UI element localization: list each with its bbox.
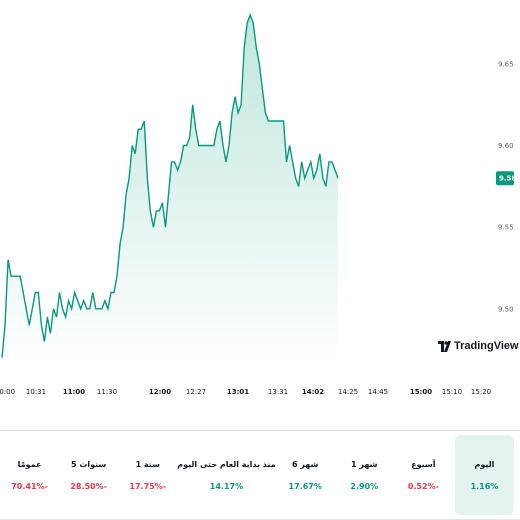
performance-period-label: 1 شهر bbox=[351, 459, 378, 469]
price-line-layer bbox=[1, 12, 339, 358]
performance-bar: عمومًا 70.41%- 5 سنوات 28.50%- 1 سنة 17.75%- م… bbox=[0, 430, 520, 520]
x-tick-label: 15:20 bbox=[471, 388, 491, 396]
performance-period-0[interactable]: اليوم 1.16% bbox=[454, 435, 515, 515]
last-price-value: 9.58 bbox=[499, 175, 516, 183]
tradingview-logo[interactable]: TradingView bbox=[438, 340, 519, 352]
y-tick-label: 9.60 bbox=[498, 142, 514, 150]
performance-period-label: 6 شهر bbox=[291, 459, 319, 469]
performance-period-5[interactable]: 1 سنة 17.75%- bbox=[118, 431, 177, 519]
x-axis: 10:00 10:31 11:00 11:30 12:00 12:27 13:01 13:31… bbox=[0, 388, 491, 396]
performance-period-label: 5 سنوات bbox=[70, 459, 107, 469]
performance-period-value: 17.75%- bbox=[129, 481, 167, 491]
x-tick-label: 15:10 bbox=[442, 388, 462, 396]
performance-period-3[interactable]: 6 شهر 17.67% bbox=[276, 431, 335, 519]
price-chart-svg[interactable]: 9.65 9.60 9.55 9.50 10:00 10:31 11:00 11:30 12:… bbox=[0, 0, 520, 410]
x-tick-label: 12:27 bbox=[186, 388, 206, 396]
x-tick-label: 14:45 bbox=[368, 388, 388, 396]
performance-period-7[interactable]: عمومًا 70.41%- bbox=[0, 431, 59, 519]
x-tick-label: 10:31 bbox=[26, 388, 46, 396]
x-tick-label: 14:02 bbox=[302, 388, 324, 396]
y-tick-label: 9.55 bbox=[498, 224, 514, 232]
last-price-badge-bg bbox=[496, 171, 514, 186]
tradingview-logo-text: TradingView bbox=[454, 340, 519, 352]
price-area bbox=[2, 14, 338, 367]
performance-period-value: 14.17% bbox=[209, 481, 244, 491]
price-chart[interactable]: 9.65 9.60 9.55 9.50 10:00 10:31 11:00 11:30 12:… bbox=[0, 0, 520, 410]
performance-period-label: عمومًا bbox=[17, 459, 42, 469]
performance-period-value: 17.67% bbox=[288, 481, 322, 491]
performance-period-6[interactable]: 5 سنوات 28.50%- bbox=[59, 431, 118, 519]
performance-period-2[interactable]: 1 شهر 2.90% bbox=[335, 431, 394, 519]
performance-period-1[interactable]: أسبوع 0.52%- bbox=[394, 431, 453, 519]
performance-period-value: 1.16% bbox=[470, 481, 499, 491]
performance-period-label: اليوم bbox=[474, 459, 495, 469]
x-tick-label: 15:00 bbox=[410, 388, 432, 396]
performance-period-value: 28.50%- bbox=[70, 481, 107, 491]
price-line bbox=[1, 12, 339, 358]
performance-period-label: 1 سنة bbox=[135, 459, 160, 469]
x-tick-label: 13:01 bbox=[227, 388, 249, 396]
x-tick-label: 13:31 bbox=[268, 388, 288, 396]
performance-period-value: 70.41%- bbox=[11, 481, 48, 491]
performance-period-4[interactable]: منذ بداية العام حتى اليوم 14.17% bbox=[177, 431, 275, 519]
performance-period-value: 2.90% bbox=[350, 481, 379, 491]
x-tick-label: 10:00 bbox=[0, 388, 15, 396]
tradingview-mark-icon bbox=[438, 340, 451, 352]
performance-period-label: منذ بداية العام حتى اليوم bbox=[177, 459, 276, 469]
performance-period-value: 0.52%- bbox=[407, 481, 439, 491]
x-tick-label: 11:30 bbox=[97, 388, 117, 396]
x-tick-label: 11:00 bbox=[63, 388, 85, 396]
y-tick-label: 9.65 bbox=[498, 60, 514, 68]
x-tick-label: 14:25 bbox=[338, 388, 358, 396]
last-price-badge: 9.58 bbox=[496, 171, 516, 186]
x-tick-label: 12:00 bbox=[149, 388, 171, 396]
performance-period-label: أسبوع bbox=[411, 459, 436, 469]
price-area-layer bbox=[2, 14, 338, 367]
y-axis: 9.65 9.60 9.55 9.50 bbox=[498, 60, 514, 313]
y-tick-label: 9.50 bbox=[498, 305, 514, 313]
